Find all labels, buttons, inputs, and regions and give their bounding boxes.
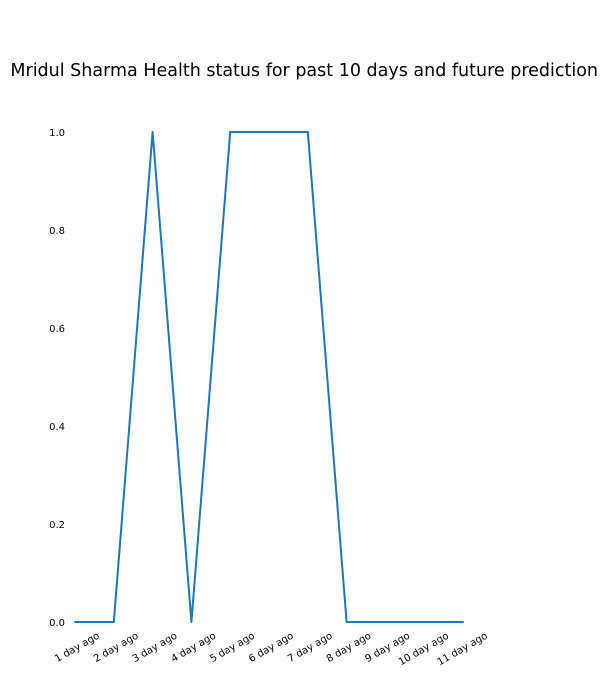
data-point [112,621,115,623]
y-tick-label: 1.0 [49,128,65,139]
chart-title: Mridul Sharma Health status for past 10 … [10,61,600,81]
series-group [74,131,464,623]
y-axis-ticks: 0.0 0.2 0.4 0.6 0.8 1.0 [49,128,65,629]
data-point [151,131,154,133]
data-point [74,621,76,623]
y-tick-label: 0.0 [49,618,65,629]
data-point [190,621,193,623]
data-point [462,621,464,623]
data-point [229,131,232,133]
y-tick-label: 0.6 [49,324,65,335]
data-point [345,621,348,623]
data-point [384,621,387,623]
y-tick-label: 0.4 [49,422,65,433]
y-tick-label: 0.2 [49,520,65,531]
y-tick-label: 0.8 [49,226,65,237]
data-point [423,621,426,623]
series-line [75,131,463,623]
data-point [268,131,270,133]
data-point [306,131,309,133]
